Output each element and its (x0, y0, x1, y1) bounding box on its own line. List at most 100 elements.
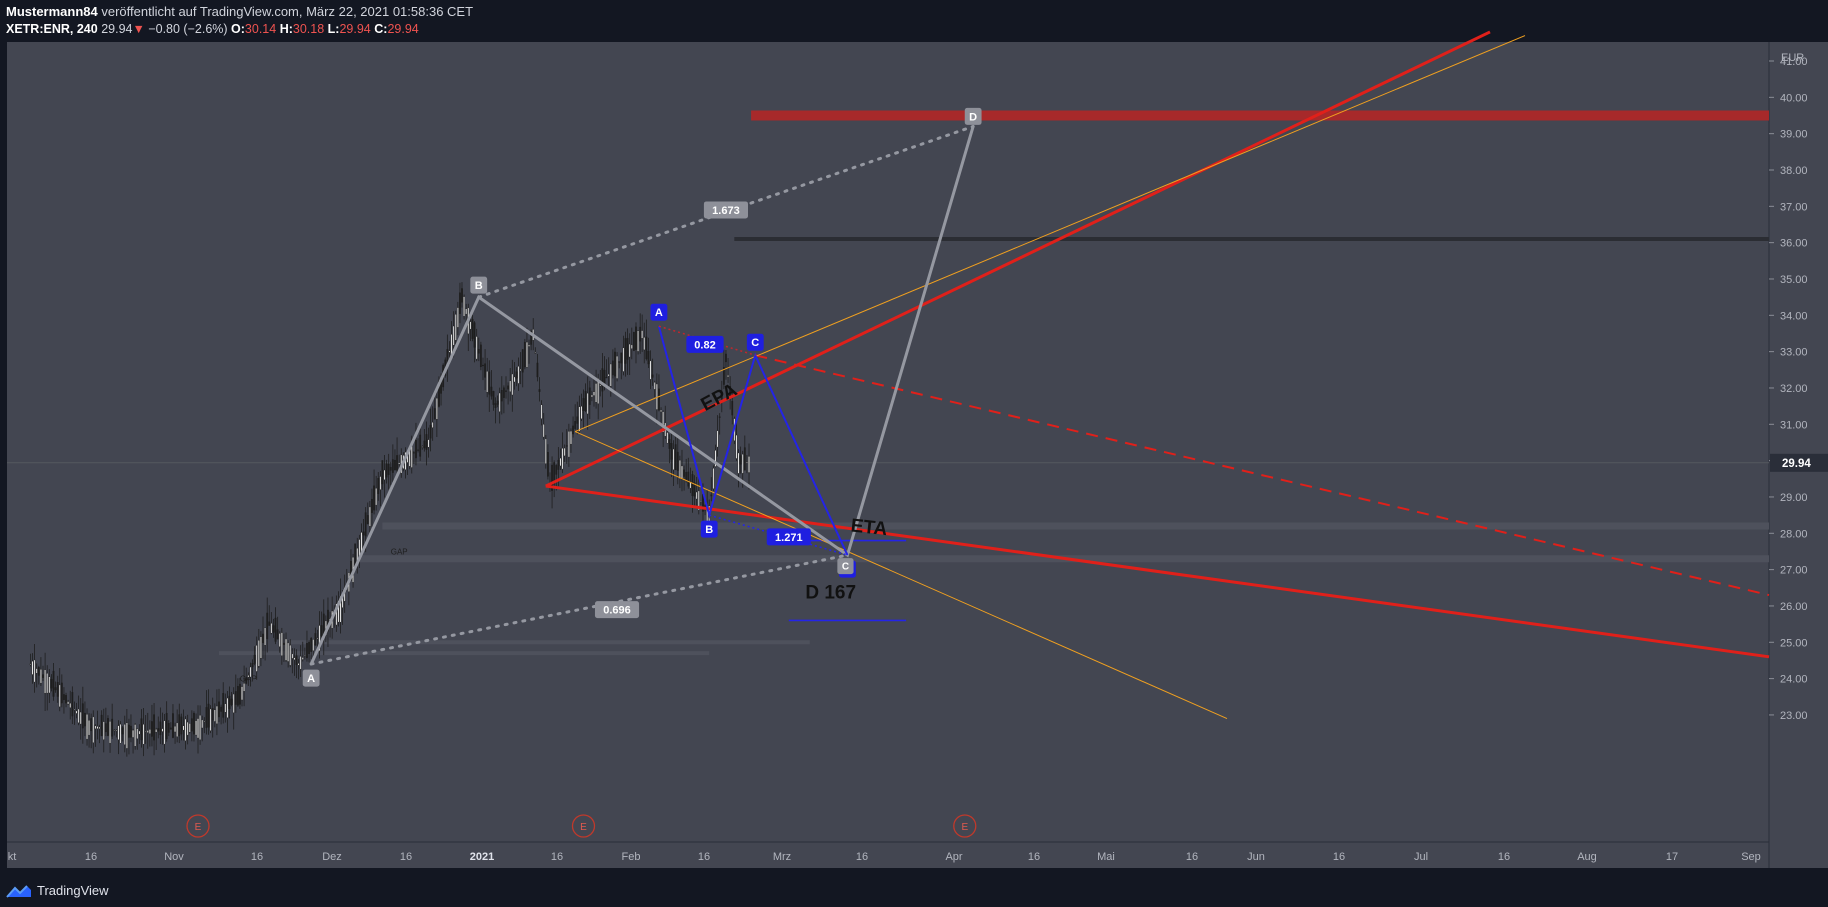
x-tick-label: Jul (1414, 851, 1428, 863)
candle-body (60, 682, 63, 704)
candle-body (727, 375, 729, 378)
close-label: C: (374, 22, 388, 36)
candle-body (98, 726, 101, 729)
candle-body (534, 352, 537, 354)
candle-body (169, 727, 172, 730)
candle-body (71, 692, 74, 717)
chart-header: Mustermann84 veröffentlicht auf TradingV… (0, 0, 1828, 42)
candle-body (115, 730, 118, 732)
candle-body (435, 397, 438, 420)
candle-body (104, 723, 107, 733)
candle-body (748, 456, 750, 473)
candle-body (716, 430, 719, 448)
candle-body (159, 721, 162, 736)
candle-body (251, 663, 254, 668)
open-label: O: (231, 22, 245, 36)
candle-body (683, 469, 685, 477)
author-name[interactable]: Mustermann84 (6, 4, 98, 19)
last-price: 29.94 (101, 22, 133, 36)
tradingview-brand[interactable]: TradingView (6, 883, 109, 898)
candle-body (241, 686, 243, 701)
candle-body (572, 425, 574, 435)
candle-body (456, 307, 459, 328)
candle-body (383, 469, 386, 480)
candle-body (735, 434, 738, 459)
candle-body (58, 684, 61, 708)
candle-body (459, 292, 461, 314)
y-tick-label: 40.00 (1780, 92, 1808, 104)
candle-body (184, 718, 187, 741)
candle-body (155, 729, 158, 733)
candle-body (142, 724, 145, 745)
candle-body (674, 444, 677, 470)
candle-body (423, 440, 426, 449)
candle-body (561, 447, 564, 470)
y-tick-label: 32.00 (1780, 383, 1808, 395)
candle-body (144, 731, 147, 733)
publish-text: veröffentlicht auf TradingView.com, März… (97, 4, 474, 19)
candle-body (620, 352, 623, 364)
candle-body (33, 659, 36, 683)
candle-body (588, 387, 591, 405)
chart-annotation-text: ETA (850, 515, 889, 540)
candle-body (389, 466, 392, 471)
candle-body (609, 363, 612, 387)
candle-body (285, 638, 287, 661)
x-tick-label: 2021 (470, 851, 494, 863)
candle-body (239, 683, 241, 705)
candle-body (293, 657, 296, 660)
candle-body (46, 673, 49, 694)
y-tick-label: 38.00 (1780, 165, 1808, 177)
candle-body (320, 625, 323, 637)
candle-body (737, 452, 740, 474)
candle-body (628, 343, 631, 358)
y-tick-label: 28.00 (1780, 528, 1808, 540)
gray-ratio-label-bg (703, 201, 748, 219)
open-value: 30.14 (244, 22, 277, 36)
candle-body (519, 369, 522, 371)
candle-body (138, 730, 141, 735)
candle-body (94, 725, 97, 730)
blue-point-label: A (655, 307, 663, 319)
candle-body (720, 394, 723, 400)
gray-abcd-pattern (309, 125, 975, 665)
candle-body (544, 438, 547, 464)
earnings-event-icon (186, 814, 210, 838)
symbol-label[interactable]: XETR:ENR, 240 (6, 22, 98, 36)
blue-ratio-label-bg (686, 335, 724, 353)
trend-lines (545, 30, 1770, 720)
candle-body (172, 713, 174, 738)
candle-body (180, 716, 183, 735)
y-tick-label: 37.00 (1780, 201, 1808, 213)
last-price-label: 29.94 (1782, 458, 1811, 470)
chart-pane[interactable] (7, 42, 1769, 868)
candle-body (213, 709, 216, 722)
blue-abcd-pattern (657, 325, 849, 556)
candle-body (161, 728, 164, 732)
candle-body (132, 729, 134, 738)
x-tick-label: Mai (1097, 851, 1115, 863)
candle-body (314, 633, 317, 646)
candle-body (222, 693, 225, 718)
candle-body (255, 645, 258, 672)
gray-point-label: B (475, 280, 483, 292)
candle-body (542, 424, 545, 438)
candle-body (570, 430, 572, 445)
candle-body (228, 695, 231, 709)
candle-body (270, 623, 273, 634)
candle-body (676, 451, 679, 471)
high-value: 30.18 (292, 22, 325, 36)
candle-body (77, 708, 80, 724)
orange-upper-channel (574, 35, 1526, 433)
candle-body (649, 360, 652, 380)
candle-body (308, 641, 310, 655)
candle-body (660, 409, 662, 413)
candle-body (593, 391, 595, 396)
candle-body (163, 720, 166, 745)
candle-body (243, 683, 246, 692)
candle-body (249, 666, 252, 678)
candle-body (574, 421, 577, 429)
candle-body (538, 389, 541, 392)
candle-body (205, 707, 208, 728)
